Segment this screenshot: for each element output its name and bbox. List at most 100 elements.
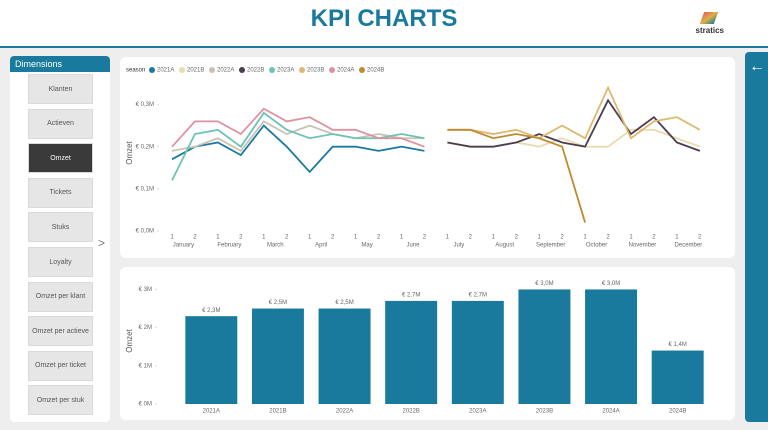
data-label: € 3,0M bbox=[602, 281, 620, 287]
legend-dot bbox=[179, 67, 185, 73]
data-label: € 2,3M bbox=[202, 308, 220, 314]
y-tick-label: € 0,3M bbox=[136, 102, 154, 108]
x-tick-label: 2 bbox=[193, 235, 197, 241]
data-label: € 2,5M bbox=[335, 300, 353, 306]
legend-dot bbox=[299, 67, 305, 73]
x-tick-label: 2 bbox=[239, 235, 243, 241]
month-label: April bbox=[315, 243, 327, 249]
data-label: € 2,5M bbox=[269, 300, 287, 306]
month-label: November bbox=[629, 243, 657, 249]
series-line bbox=[171, 124, 425, 174]
x-tick-label: 2 bbox=[515, 235, 519, 241]
data-label: € 1,4M bbox=[669, 342, 687, 348]
x-tick-label: 2022B bbox=[403, 409, 420, 415]
legend-label: 2024A bbox=[337, 68, 354, 74]
legend-label: 2022B bbox=[247, 68, 264, 74]
x-tick-label: 2024A bbox=[602, 409, 619, 415]
x-tick-label: 1 bbox=[308, 235, 312, 241]
legend-label: 2024B bbox=[367, 68, 384, 74]
y-axis-title: Omzet bbox=[125, 328, 134, 352]
legend-title: season bbox=[126, 68, 145, 74]
x-tick-label: 2023A bbox=[469, 409, 486, 415]
legend-label: 2022A bbox=[217, 68, 234, 74]
month-label: January bbox=[173, 243, 194, 249]
month-label: September bbox=[536, 243, 565, 249]
x-tick-label: 1 bbox=[629, 235, 633, 241]
legend-dot bbox=[269, 67, 275, 73]
chevron[interactable]: > bbox=[98, 236, 106, 250]
bar bbox=[651, 350, 704, 404]
x-tick-label: 2023B bbox=[536, 409, 553, 415]
x-tick-label: 2 bbox=[652, 235, 656, 241]
series-line bbox=[171, 107, 425, 148]
dimension-button[interactable]: Tickets bbox=[28, 177, 93, 208]
y-tick-label: € 2M bbox=[139, 325, 152, 331]
x-tick-label: 2024B bbox=[669, 409, 686, 415]
dimension-button[interactable]: Omzet per ticket bbox=[28, 350, 93, 381]
dimension-button[interactable]: Omzet per stuk bbox=[28, 385, 93, 416]
dimension-button[interactable]: Klanten bbox=[28, 74, 93, 104]
bar bbox=[251, 308, 304, 404]
y-tick-label: € 1M bbox=[139, 363, 152, 369]
dimension-button[interactable]: Omzet bbox=[28, 143, 93, 174]
legend-dot bbox=[359, 67, 365, 73]
bar bbox=[318, 308, 371, 404]
dimension-button[interactable]: Loyalty bbox=[28, 247, 93, 277]
y-tick-label: € 0,1M bbox=[136, 186, 154, 192]
legend-dot bbox=[239, 67, 245, 73]
x-tick-label: 1 bbox=[492, 235, 496, 241]
x-tick-label: 1 bbox=[216, 235, 220, 241]
y-tick-label: € 0,2M bbox=[136, 144, 154, 150]
series-line bbox=[447, 85, 701, 140]
x-tick-label: 1 bbox=[262, 235, 266, 241]
legend-label: 2023A bbox=[277, 68, 294, 74]
y-tick-label: € 0,0M bbox=[136, 229, 154, 235]
dimension-button[interactable]: Omzet per actieve bbox=[28, 316, 93, 347]
bar bbox=[451, 300, 504, 404]
dimension-button[interactable]: Actieven bbox=[28, 108, 93, 139]
dimension-button[interactable]: Omzet per klant bbox=[28, 281, 93, 312]
x-tick-label: 2022A bbox=[336, 409, 353, 415]
header: KPI CHARTS stratics bbox=[0, 0, 768, 48]
x-tick-label: 2 bbox=[331, 235, 335, 241]
bar bbox=[585, 289, 638, 404]
x-tick-label: 1 bbox=[583, 235, 587, 241]
data-label: € 3,0M bbox=[535, 281, 553, 287]
x-tick-label: 2 bbox=[469, 235, 473, 241]
legend-dot bbox=[329, 67, 335, 73]
month-label: June bbox=[406, 243, 420, 249]
x-tick-label: 1 bbox=[400, 235, 404, 241]
line-panel bbox=[120, 57, 735, 258]
series-line bbox=[171, 111, 425, 181]
x-tick-label: 2021B bbox=[269, 409, 286, 415]
x-tick-label: 2 bbox=[698, 235, 702, 241]
month-label: February bbox=[217, 243, 241, 249]
bar bbox=[185, 316, 238, 404]
legend-dot bbox=[149, 67, 155, 73]
data-label: € 2,7M bbox=[469, 292, 487, 298]
month-label: May bbox=[361, 243, 372, 249]
x-tick-label: 2 bbox=[285, 235, 289, 241]
x-tick-label: 1 bbox=[446, 235, 450, 241]
bar bbox=[518, 289, 571, 404]
x-tick-label: 2 bbox=[377, 235, 381, 241]
y-tick-label: € 3M bbox=[139, 287, 152, 293]
legend-dot bbox=[209, 67, 215, 73]
y-tick-label: € 0M bbox=[139, 402, 152, 408]
x-tick-label: 1 bbox=[170, 235, 174, 241]
back-button[interactable]: ← bbox=[749, 58, 765, 75]
logo: stratics bbox=[695, 26, 724, 35]
x-tick-label: 1 bbox=[354, 235, 358, 241]
month-label: October bbox=[586, 243, 607, 249]
sidebar-title: Dimensions bbox=[10, 56, 110, 72]
bar bbox=[385, 300, 438, 404]
month-label: August bbox=[495, 243, 514, 249]
dimension-button[interactable]: Stuks bbox=[28, 212, 93, 243]
page-title: KPI CHARTS bbox=[310, 5, 458, 32]
legend-label: 2021B bbox=[187, 68, 204, 74]
month-label: December bbox=[675, 243, 703, 249]
x-tick-label: 2 bbox=[606, 235, 610, 241]
y-axis-title: Omzet bbox=[125, 140, 134, 164]
